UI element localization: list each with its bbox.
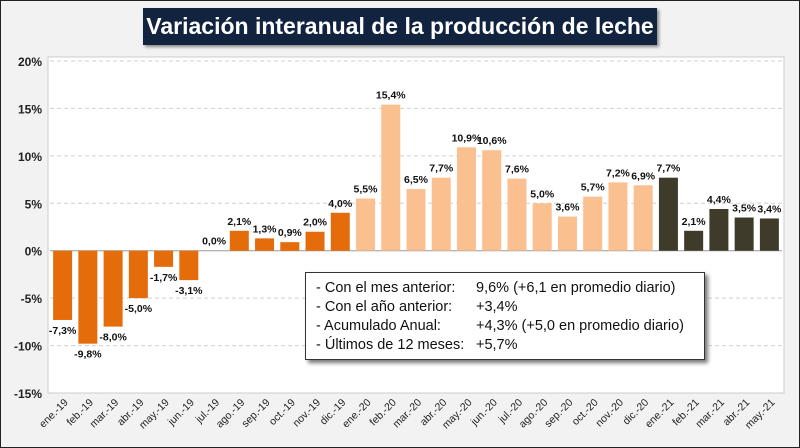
bar xyxy=(305,231,325,251)
summary-label: - Con el mes anterior: xyxy=(316,280,456,296)
data-label: 7,2% xyxy=(606,167,631,179)
bar xyxy=(684,230,704,251)
y-tick-label: 15% xyxy=(18,102,42,116)
bar xyxy=(456,147,476,251)
data-label: 3,4% xyxy=(757,203,782,215)
bar xyxy=(406,189,426,251)
y-tick-label: 10% xyxy=(18,150,42,164)
bar xyxy=(482,150,502,251)
y-tick-label: 20% xyxy=(18,55,42,69)
data-label: 2,0% xyxy=(303,217,328,229)
bar xyxy=(356,198,376,251)
summary-value: 9,6% (+6,1 en promedio diario) xyxy=(476,280,676,296)
x-tick-label: mar.-20 xyxy=(390,397,424,431)
bar xyxy=(330,212,350,251)
data-label: 5,0% xyxy=(530,188,555,200)
y-tick-label: -10% xyxy=(14,340,42,354)
x-tick-label: mar.-21 xyxy=(693,397,727,431)
data-label: 3,6% xyxy=(555,202,580,214)
x-tick-label: ene.-21 xyxy=(643,397,677,431)
x-tick-label: nov.-20 xyxy=(593,397,626,430)
bar xyxy=(633,185,653,251)
bar xyxy=(128,250,148,299)
data-label: 1,3% xyxy=(253,223,278,235)
x-tick-label: ene.-20 xyxy=(340,397,374,431)
x-tick-label: nov.-19 xyxy=(290,397,323,430)
bar xyxy=(179,250,199,281)
data-label: 5,7% xyxy=(581,182,606,194)
bar xyxy=(103,250,123,327)
data-label: 10,6% xyxy=(477,135,507,147)
summary-label: - Últimos de 12 meses: xyxy=(316,337,465,353)
bar xyxy=(557,216,577,251)
data-label: 3,5% xyxy=(732,203,757,215)
summary-row: - Acumulado Anual: +4,3% (+5,0 en promedi… xyxy=(316,317,704,336)
data-label: -8,0% xyxy=(99,332,127,344)
data-label: 2,1% xyxy=(682,216,707,228)
bar xyxy=(53,250,73,320)
summary-row: - Con el año anterior: +3,4% xyxy=(316,298,704,317)
bar xyxy=(431,177,451,251)
y-tick-label: -15% xyxy=(14,387,42,401)
summary-row: - Con el mes anterior: 9,6% (+6,1 en prom… xyxy=(316,279,704,298)
summary-box: - Con el mes anterior: 9,6% (+6,1 en prom… xyxy=(305,272,705,360)
summary-value: +5,7% xyxy=(476,337,518,353)
bar xyxy=(255,238,275,251)
data-label: 0,9% xyxy=(278,227,303,239)
x-tick-label: jun.-19 xyxy=(165,397,197,429)
bar xyxy=(381,104,401,251)
summary-label: - Acumulado Anual: xyxy=(316,318,441,334)
bar xyxy=(608,182,628,251)
bar xyxy=(709,208,729,251)
data-label: 6,5% xyxy=(404,174,429,186)
data-label: 0,0% xyxy=(202,236,227,248)
bar xyxy=(280,242,300,251)
y-tick-label: -5% xyxy=(21,292,43,306)
bar xyxy=(154,250,174,267)
bar xyxy=(583,196,603,251)
data-label: 4,4% xyxy=(707,194,732,206)
x-tick-label: sep.-20 xyxy=(542,397,575,430)
data-label: 5,5% xyxy=(354,184,379,196)
x-tick-label: mar.-19 xyxy=(88,397,122,431)
bar xyxy=(229,230,249,251)
summary-label: - Con el año anterior: xyxy=(316,299,453,315)
summary-value: +3,4% xyxy=(476,299,518,315)
chart-title: Variación interanual de la producción de… xyxy=(143,8,657,45)
x-tick-label: ene.-19 xyxy=(37,397,71,431)
summary-row: - Últimos de 12 meses: +5,7% xyxy=(316,336,704,355)
data-label: 2,1% xyxy=(227,216,252,228)
bar xyxy=(734,217,754,251)
data-label: -5,0% xyxy=(125,303,153,315)
data-label: -9,8% xyxy=(74,349,102,361)
x-tick-label: sep.-19 xyxy=(239,397,272,430)
y-tick-label: 5% xyxy=(25,197,43,211)
data-label: -3,1% xyxy=(175,285,203,297)
x-tick-label: jun.-20 xyxy=(468,397,500,429)
data-label: 10,9% xyxy=(452,132,482,144)
data-label: 7,7% xyxy=(429,163,454,175)
data-label: -1,7% xyxy=(150,272,178,284)
data-label: 7,7% xyxy=(656,163,681,175)
summary-value: +4,3% (+5,0 en promedio diario) xyxy=(476,318,684,334)
bar xyxy=(658,177,678,251)
data-label: 15,4% xyxy=(376,90,406,102)
bar xyxy=(532,203,552,251)
bar xyxy=(759,218,779,251)
data-label: 6,9% xyxy=(631,170,656,182)
bar xyxy=(78,250,98,344)
bar xyxy=(507,178,527,251)
data-label: -7,3% xyxy=(49,325,77,337)
data-label: 4,0% xyxy=(328,198,353,210)
data-label: 7,6% xyxy=(505,164,530,176)
y-tick-label: 0% xyxy=(25,245,43,259)
